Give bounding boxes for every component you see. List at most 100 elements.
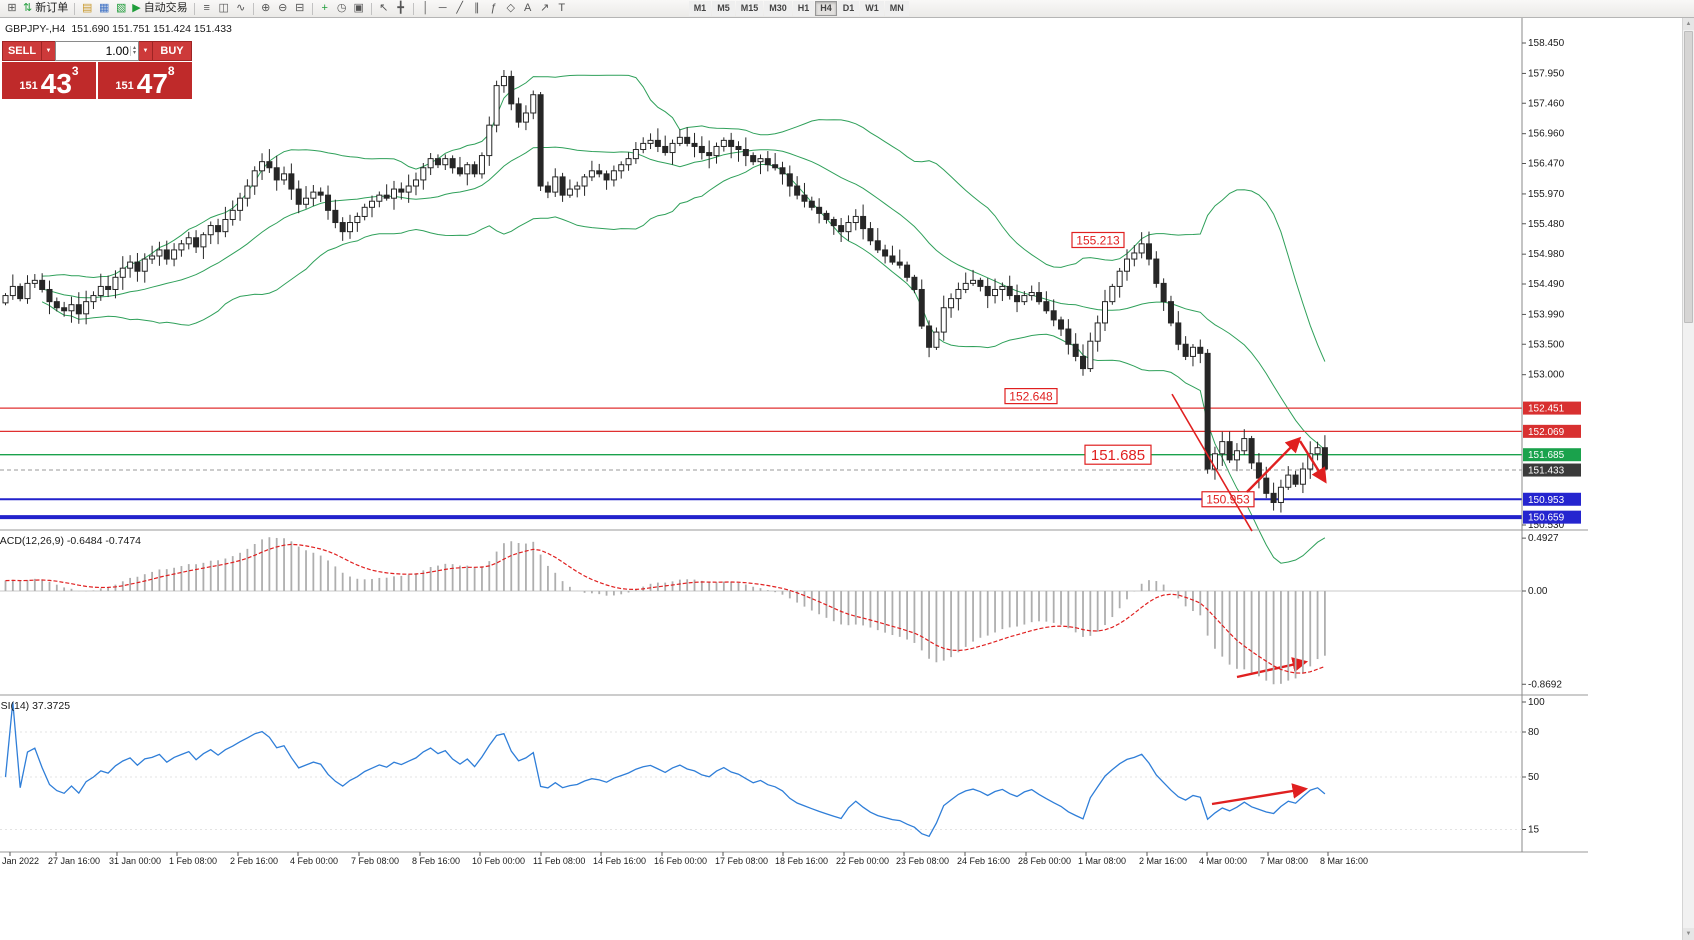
timeframe-group: M1 M5 M15 M30 H1 H4 D1 W1 MN — [688, 1, 909, 16]
svg-text:4 Feb 00:00: 4 Feb 00:00 — [290, 856, 338, 866]
svg-text:22 Feb 00:00: 22 Feb 00:00 — [836, 856, 889, 866]
buy-price[interactable]: 151 47 8 — [98, 62, 192, 99]
buy-price-prefix: 151 — [115, 80, 134, 92]
svg-text:17 Feb 08:00: 17 Feb 08:00 — [715, 856, 768, 866]
svg-text:150.953: 150.953 — [1528, 495, 1565, 506]
spin-down-icon[interactable]: ▾ — [132, 50, 136, 56]
svg-text:100: 100 — [1528, 697, 1545, 708]
symbol-ohlc-line: GBPJPY-,H4 151.690 151.751 151.424 151.43… — [5, 23, 238, 35]
volume-spinner[interactable]: ▴ ▾ — [129, 44, 138, 57]
channel-icon[interactable]: ∥ — [469, 1, 485, 16]
data-window-icon[interactable]: ▦ — [96, 1, 112, 16]
timeframe-h4[interactable]: H4 — [815, 1, 837, 16]
svg-text:151.685: 151.685 — [1091, 447, 1145, 464]
horizontal-line-icon[interactable]: ─ — [435, 1, 451, 16]
timeframe-mn[interactable]: MN — [884, 1, 909, 16]
svg-text:150.530: 150.530 — [1528, 520, 1565, 531]
fibonacci-icon[interactable]: ƒ — [486, 1, 502, 16]
zoom-out-icon[interactable]: ⊖ — [275, 1, 291, 16]
svg-text:7 Mar 08:00: 7 Mar 08:00 — [1260, 856, 1308, 866]
timeframe-m30[interactable]: M30 — [764, 1, 792, 16]
svg-text:1 Feb 08:00: 1 Feb 08:00 — [169, 856, 217, 866]
sell-price[interactable]: 151 43 3 — [2, 62, 96, 99]
new-order-button[interactable]: ⇅ 新订单 — [21, 1, 70, 16]
ohlc-values: 151.690 151.751 151.424 151.433 — [71, 23, 232, 35]
svg-text:15: 15 — [1528, 825, 1540, 836]
svg-text:150.953: 150.953 — [1206, 493, 1250, 507]
svg-text:2 Mar 16:00: 2 Mar 16:00 — [1139, 856, 1187, 866]
buy-caret-icon[interactable]: ▼ — [139, 41, 152, 61]
svg-text:23 Feb 08:00: 23 Feb 08:00 — [896, 856, 949, 866]
new-chart-icon[interactable]: ⊞ — [4, 1, 20, 16]
zoom-in-icon[interactable]: ⊕ — [258, 1, 274, 16]
svg-text:16 Feb 00:00: 16 Feb 00:00 — [654, 856, 707, 866]
spin-up-icon[interactable]: ▴ — [132, 44, 136, 51]
cursor-icon[interactable]: ↖ — [376, 1, 392, 16]
shapes-icon[interactable]: ◇ — [503, 1, 519, 16]
svg-text:157.460: 157.460 — [1528, 98, 1565, 109]
svg-text:153.500: 153.500 — [1528, 339, 1565, 350]
svg-text:155.213: 155.213 — [1076, 233, 1120, 247]
svg-text:1 Mar 08:00: 1 Mar 08:00 — [1078, 856, 1126, 866]
timeframe-d1[interactable]: D1 — [837, 1, 860, 16]
svg-text:50: 50 — [1528, 772, 1540, 783]
volume-input[interactable] — [56, 44, 130, 58]
autotrading-label: 自动交易 — [143, 2, 188, 14]
main-toolbar: ⊞ ⇅ 新订单 ▤ ▦ ▧ ▶ 自动交易 ≡ ◫ ∿ ⊕ ⊖ ⊟ + ◷ ▣ ↖… — [0, 0, 1694, 18]
svg-text:-0.8692: -0.8692 — [1528, 679, 1562, 690]
svg-text:157.950: 157.950 — [1528, 68, 1565, 79]
timeframe-w1[interactable]: W1 — [860, 1, 884, 16]
svg-text:28 Feb 00:00: 28 Feb 00:00 — [1018, 856, 1071, 866]
svg-text:156.960: 156.960 — [1528, 129, 1565, 140]
timeframe-m1[interactable]: M1 — [688, 1, 712, 16]
template-icon[interactable]: ▣ — [351, 1, 367, 16]
timeframe-h1[interactable]: H1 — [792, 1, 815, 16]
svg-text:RSI(14) 37.3725: RSI(14) 37.3725 — [0, 700, 70, 712]
new-order-label: 新订单 — [35, 2, 69, 14]
autotrading-button[interactable]: ▶ 自动交易 — [130, 1, 189, 16]
svg-text:0.4927: 0.4927 — [1528, 533, 1559, 544]
market-watch-icon[interactable]: ▤ — [79, 1, 95, 16]
scroll-up-icon[interactable]: ▲ — [1683, 18, 1694, 30]
indicators-icon[interactable]: + — [317, 1, 333, 16]
candlestick-chart-icon[interactable]: ◫ — [216, 1, 232, 16]
sell-button[interactable]: SELL — [2, 41, 42, 61]
bar-chart-icon[interactable]: ≡ — [199, 1, 215, 16]
tile-windows-icon[interactable]: ⊟ — [292, 1, 308, 16]
buy-price-pip: 8 — [167, 64, 175, 78]
vertical-line-icon[interactable]: │ — [418, 1, 434, 16]
timeframe-m15[interactable]: M15 — [735, 1, 764, 16]
scroll-down-icon[interactable]: ▼ — [1683, 928, 1694, 940]
toolbar-separator — [370, 2, 372, 15]
text-tool-icon[interactable]: A — [520, 1, 536, 16]
toolbar-separator — [252, 2, 254, 15]
timeframe-m5[interactable]: M5 — [712, 1, 735, 16]
svg-text:158.450: 158.450 — [1528, 38, 1565, 49]
toolbar-separator — [74, 2, 76, 15]
svg-text:0.00: 0.00 — [1528, 586, 1548, 597]
scrollbar-thumb[interactable] — [1684, 31, 1693, 323]
svg-text:2 Feb 16:00: 2 Feb 16:00 — [230, 856, 278, 866]
vertical-scrollbar[interactable]: ▲ ▼ — [1682, 18, 1694, 940]
svg-text:152.451: 152.451 — [1528, 404, 1565, 415]
crosshair-icon[interactable]: ╋ — [393, 1, 409, 16]
toolbar-separator — [193, 2, 195, 15]
svg-text:153.000: 153.000 — [1528, 370, 1565, 381]
label-tool-icon[interactable]: T — [554, 1, 570, 16]
trendline-icon[interactable]: ╱ — [452, 1, 468, 16]
svg-text:152.069: 152.069 — [1528, 427, 1565, 438]
navigator-icon[interactable]: ▧ — [113, 1, 129, 16]
svg-text:156.470: 156.470 — [1528, 159, 1565, 170]
svg-text:155.970: 155.970 — [1528, 189, 1565, 200]
sell-price-pip: 3 — [71, 64, 79, 78]
svg-text:80: 80 — [1528, 727, 1540, 738]
sell-caret-icon[interactable]: ▼ — [42, 41, 55, 61]
svg-text:154.980: 154.980 — [1528, 249, 1565, 260]
period-icon[interactable]: ◷ — [334, 1, 350, 16]
line-chart-icon[interactable]: ∿ — [233, 1, 249, 16]
buy-button[interactable]: BUY — [152, 41, 192, 61]
symbol-label: GBPJPY-,H4 — [5, 23, 66, 35]
arrows-tool-icon[interactable]: ↗ — [537, 1, 553, 16]
buy-price-main: 47 — [136, 68, 168, 100]
